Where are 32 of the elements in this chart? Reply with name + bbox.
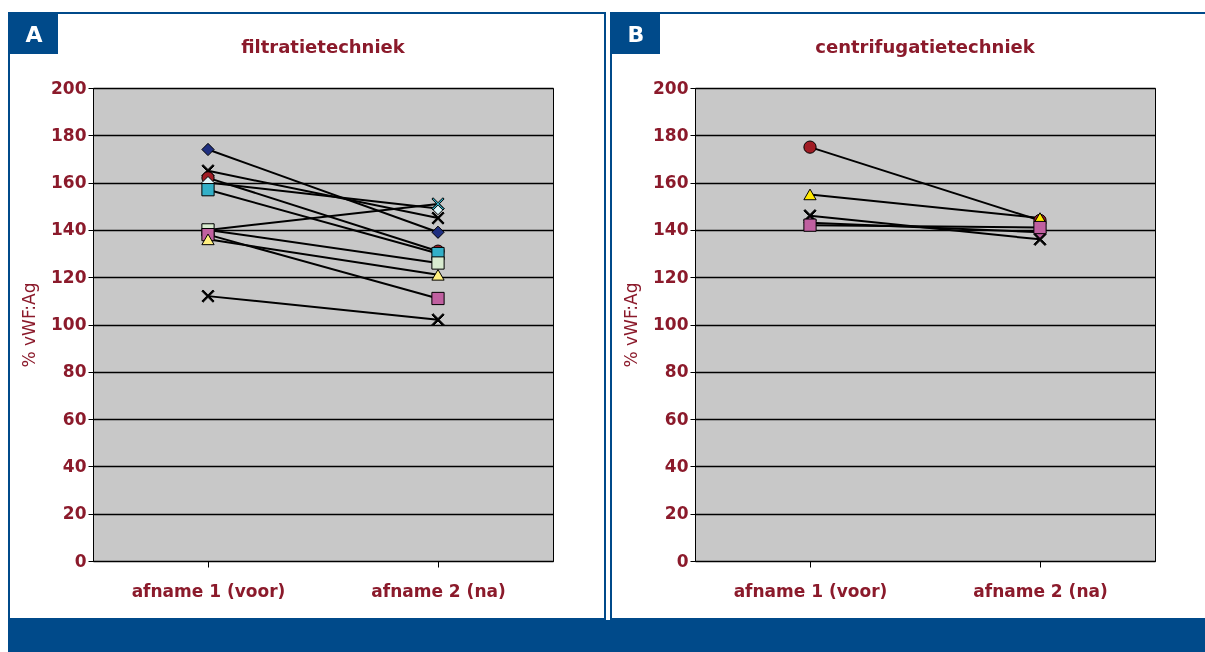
y-tick-label: 40 xyxy=(62,455,87,476)
y-tick-label: 80 xyxy=(62,361,87,382)
y-axis-title: % vWF:Ag xyxy=(621,282,642,368)
y-tick-label: 60 xyxy=(62,408,87,429)
chart-title: centrifugatietechniek xyxy=(815,36,1036,57)
y-tick-label: 100 xyxy=(653,314,689,334)
y-tick-label: 140 xyxy=(51,219,87,240)
y-tick-label: 120 xyxy=(653,266,689,287)
x-tick-label: afname 2 (na) xyxy=(371,580,506,601)
y-tick-label: 60 xyxy=(664,408,689,429)
x-tick-label: afname 2 (na) xyxy=(973,580,1108,601)
y-tick-label: 200 xyxy=(51,77,87,98)
y-tick-label: 180 xyxy=(51,124,87,145)
y-tick-label: 160 xyxy=(51,172,87,193)
y-tick-label: 120 xyxy=(51,266,87,287)
y-tick-label: 160 xyxy=(653,172,689,193)
y-tick-label: 0 xyxy=(676,550,689,571)
chart-title: filtratietechniek xyxy=(241,36,406,57)
y-tick-label: 200 xyxy=(653,77,689,98)
y-tick-label: 40 xyxy=(664,455,689,476)
y-tick-label: 80 xyxy=(664,361,689,382)
y-tick-label: 0 xyxy=(74,550,87,571)
y-tick-label: 20 xyxy=(62,503,87,524)
y-tick-label: 20 xyxy=(664,503,689,524)
x-tick-label: afname 1 (voor) xyxy=(131,580,286,601)
text: B xyxy=(612,14,660,54)
y-axis-title: % vWF:Ag xyxy=(19,282,40,368)
text: A xyxy=(10,14,58,54)
y-tick-label: 140 xyxy=(653,219,689,240)
y-tick-label: 180 xyxy=(653,124,689,145)
y-tick-label: 100 xyxy=(51,314,87,334)
x-tick-label: afname 1 (voor) xyxy=(733,580,888,601)
